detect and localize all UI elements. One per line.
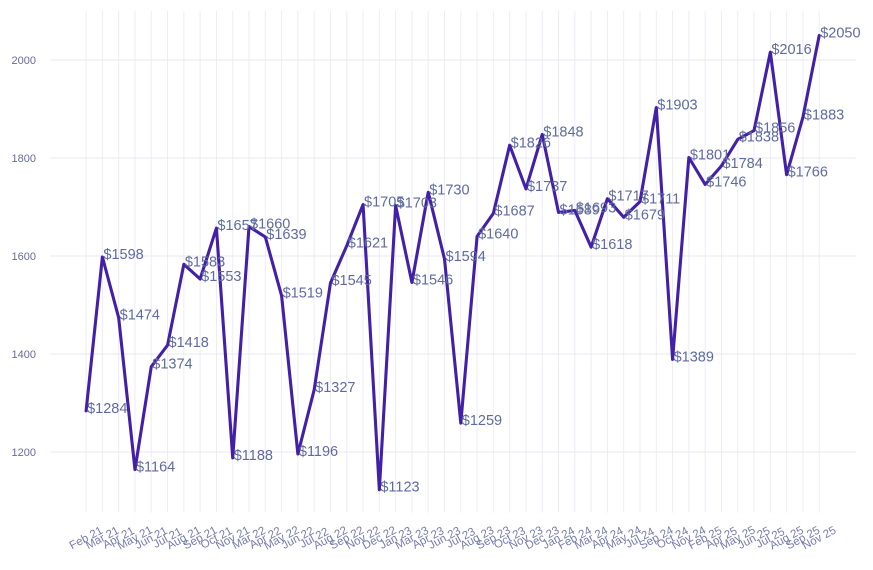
svg-text:$1196: $1196 (299, 444, 338, 460)
svg-text:$1766: $1766 (788, 165, 828, 181)
svg-text:$1687: $1687 (494, 203, 534, 219)
svg-text:$1689: $1689 (560, 202, 600, 218)
svg-text:1200: 1200 (12, 447, 36, 459)
svg-text:$1737: $1737 (527, 179, 567, 195)
svg-text:$1374: $1374 (152, 357, 192, 373)
svg-text:$1618: $1618 (592, 237, 632, 253)
svg-text:$1583: $1583 (185, 254, 225, 270)
svg-text:$1838: $1838 (739, 129, 779, 145)
svg-text:1400: 1400 (12, 349, 36, 361)
svg-text:$1826: $1826 (511, 135, 551, 151)
svg-text:$2050: $2050 (820, 26, 860, 42)
svg-text:2000: 2000 (12, 55, 36, 67)
svg-text:$1657: $1657 (217, 218, 257, 234)
svg-text:$1703: $1703 (397, 196, 437, 212)
svg-text:$1883: $1883 (804, 107, 844, 123)
svg-text:$1259: $1259 (462, 413, 502, 429)
svg-text:$1717: $1717 (608, 189, 648, 205)
svg-text:$1545: $1545 (331, 273, 371, 289)
svg-text:$1730: $1730 (429, 182, 469, 198)
svg-text:$1903: $1903 (657, 98, 697, 114)
svg-text:$1188: $1188 (234, 448, 273, 464)
svg-text:$1594: $1594 (446, 249, 486, 265)
svg-text:$1164: $1164 (136, 460, 175, 476)
svg-text:$1123: $1123 (380, 480, 419, 496)
svg-text:$1705: $1705 (364, 195, 404, 211)
svg-text:$1801: $1801 (690, 148, 730, 164)
svg-text:1600: 1600 (12, 251, 36, 263)
svg-text:$1693: $1693 (576, 200, 616, 216)
svg-text:$1711: $1711 (641, 192, 680, 208)
svg-text:$1639: $1639 (266, 227, 306, 243)
svg-text:$1640: $1640 (478, 226, 518, 242)
svg-text:$1418: $1418 (169, 335, 209, 351)
svg-text:$1621: $1621 (348, 236, 388, 252)
svg-text:$1848: $1848 (543, 124, 583, 140)
svg-text:$1284: $1284 (87, 401, 127, 417)
svg-text:$1679: $1679 (625, 207, 665, 223)
svg-text:$1746: $1746 (706, 174, 746, 190)
svg-text:$1553: $1553 (201, 269, 241, 285)
svg-text:$1546: $1546 (413, 272, 453, 288)
svg-text:$1660: $1660 (250, 217, 290, 233)
svg-text:$1327: $1327 (315, 380, 355, 396)
svg-text:$1474: $1474 (120, 308, 160, 324)
svg-text:$2016: $2016 (771, 42, 811, 58)
svg-text:$1389: $1389 (674, 349, 714, 365)
svg-text:$1784: $1784 (722, 156, 762, 172)
svg-text:$1856: $1856 (755, 121, 795, 137)
svg-text:$1519: $1519 (283, 286, 323, 302)
svg-text:$1598: $1598 (103, 247, 143, 263)
svg-text:1800: 1800 (12, 153, 36, 165)
